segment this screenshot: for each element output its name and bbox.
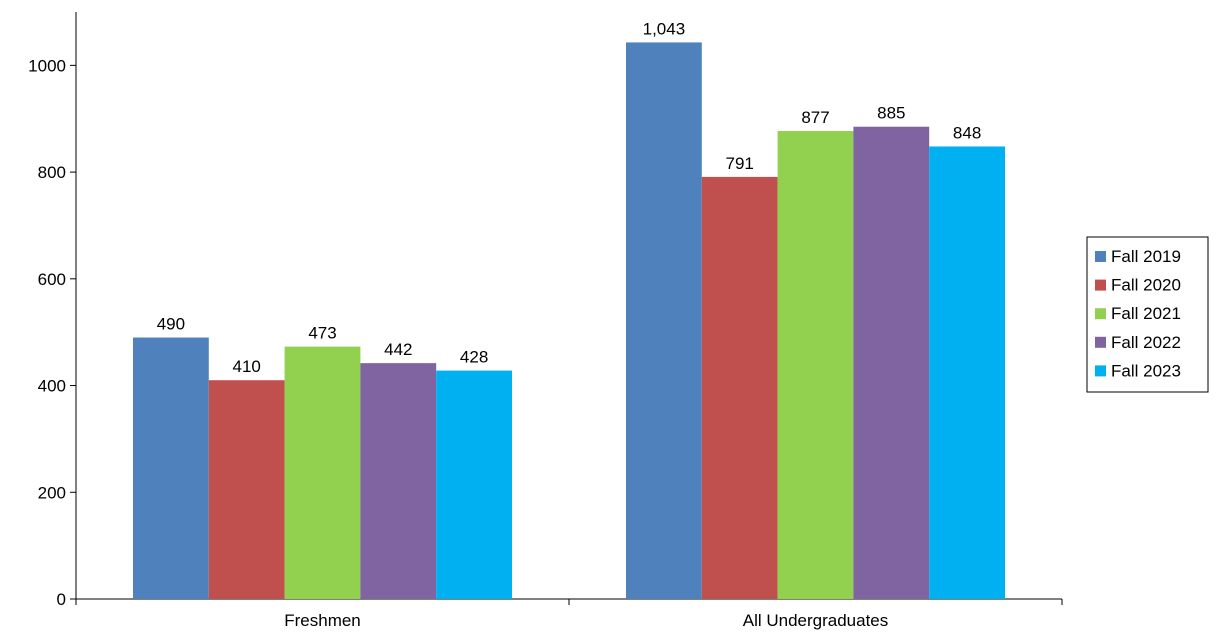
data-label: 1,043: [643, 19, 686, 38]
bar: [360, 363, 437, 599]
legend-label: Fall 2023: [1111, 361, 1181, 380]
category-label: All Undergraduates: [743, 611, 889, 630]
bar: [929, 146, 1005, 599]
y-tick-label: 600: [38, 270, 66, 289]
data-label: 877: [801, 108, 829, 127]
data-label: 473: [308, 324, 336, 343]
bar: [208, 380, 285, 599]
bar: [436, 370, 512, 599]
legend-swatch: [1095, 279, 1106, 291]
legend-label: Fall 2019: [1111, 247, 1181, 266]
data-label: 428: [460, 348, 488, 367]
axes: 0 200 400 600 800 1000 Freshmen All Undergradua…: [28, 12, 1063, 630]
data-label: 410: [233, 357, 261, 376]
y-tick-label: 800: [38, 163, 66, 182]
category-label: Freshmen: [284, 611, 361, 630]
bar: [853, 126, 930, 600]
bars: [133, 42, 1005, 600]
bar: [626, 42, 702, 599]
data-labels: 490 410 473 442 428 1,043 791 877 885 848: [157, 19, 982, 376]
y-tick-label: 400: [38, 377, 66, 396]
bar: [133, 337, 209, 599]
data-label: 791: [726, 154, 754, 173]
bar: [701, 176, 778, 600]
data-label: 885: [877, 104, 905, 123]
legend-label: Fall 2022: [1111, 333, 1181, 352]
bar: [284, 346, 361, 599]
data-label: 442: [384, 340, 412, 359]
y-tick-label: 200: [38, 483, 66, 502]
legend-box: [1086, 236, 1209, 393]
legend-label: Fall 2020: [1111, 276, 1181, 295]
data-label: 490: [157, 315, 185, 334]
y-tick-label: 1000: [28, 56, 66, 75]
data-label: 848: [953, 123, 981, 142]
legend-swatch: [1095, 365, 1106, 377]
legend: Fall 2019 Fall 2020 Fall 2021 Fall 2022 Fall…: [1086, 236, 1209, 393]
legend-label: Fall 2021: [1111, 304, 1181, 323]
legend-swatch: [1095, 308, 1106, 320]
legend-swatch: [1095, 336, 1106, 348]
bar: [777, 131, 854, 599]
legend-swatch: [1095, 251, 1106, 262]
y-tick-label: 0: [57, 590, 66, 609]
